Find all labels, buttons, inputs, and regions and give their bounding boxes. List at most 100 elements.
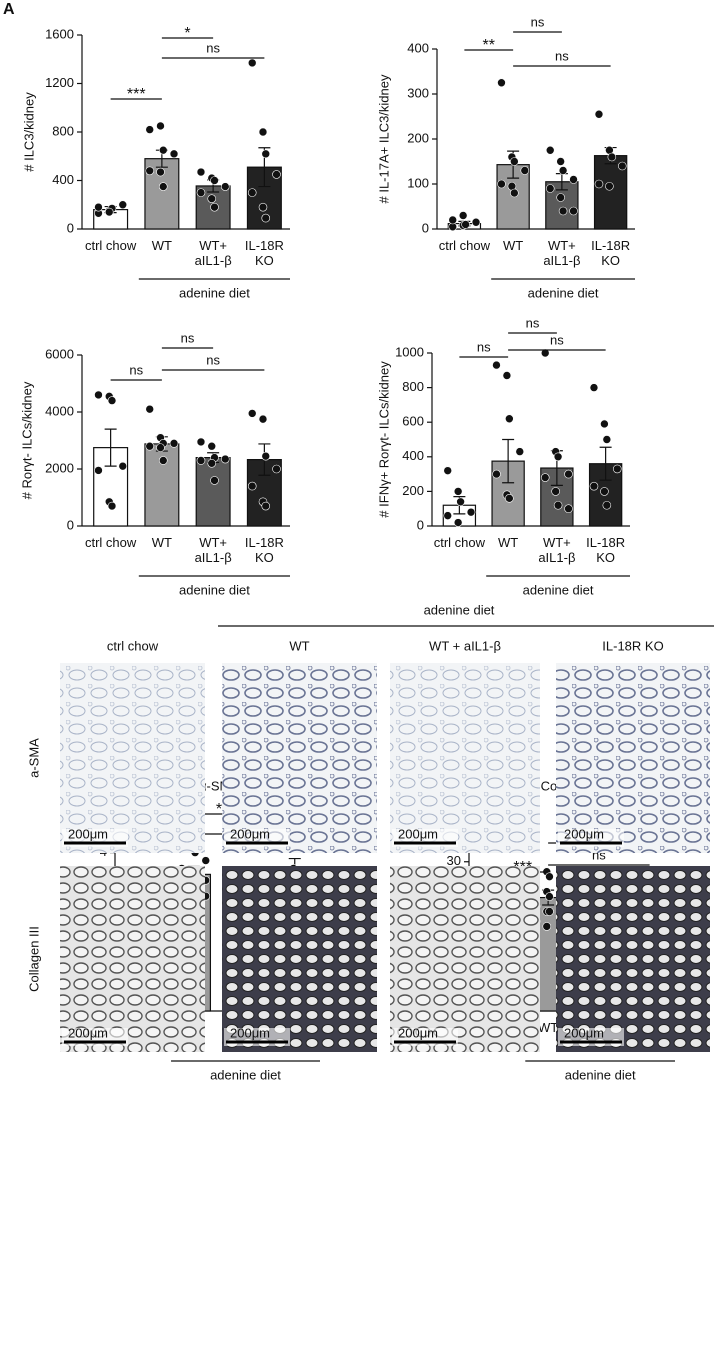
data-point (553, 452, 563, 462)
y-tick-label: 1000 (395, 344, 424, 359)
data-point (553, 500, 563, 510)
y-tick-label: 200 (402, 483, 424, 498)
data-point (258, 127, 268, 137)
data-point (594, 179, 604, 189)
data-point (600, 419, 609, 429)
data-point (443, 511, 453, 520)
y-tick-label: 800 (402, 379, 424, 394)
y-tick-label: 400 (407, 40, 429, 55)
data-point (617, 161, 627, 171)
panel-label: A (3, 1, 15, 18)
data-point (545, 145, 555, 155)
data-point (453, 487, 463, 496)
data-point (210, 476, 219, 485)
data-point (520, 166, 530, 175)
x-tick-label: WT (503, 238, 523, 253)
y-tick-label: 200 (407, 130, 429, 145)
x-tick-label: WT (538, 1020, 558, 1035)
bar (195, 457, 231, 527)
significance-label: * (184, 25, 190, 42)
y-tick-label: 2000 (45, 460, 74, 475)
data-point (169, 439, 179, 448)
data-point (510, 188, 519, 198)
data-point (158, 182, 168, 191)
data-point (104, 207, 114, 217)
significance-label: ns (526, 315, 540, 330)
group-label: adenine diet (210, 1067, 281, 1082)
data-point (569, 175, 578, 184)
y-tick-label: 4000 (45, 403, 74, 418)
data-point (564, 504, 573, 514)
data-point (448, 215, 458, 225)
y-tick-label: 100 (407, 175, 429, 190)
data-point (558, 166, 568, 175)
data-point (612, 464, 622, 474)
data-point (456, 497, 465, 507)
y-tick-label: 1200 (45, 75, 74, 90)
significance-label: ns (181, 330, 195, 345)
data-point (551, 487, 560, 496)
scale-bar-label: 200μm (68, 826, 108, 841)
x-tick-label: WT+aIL1-β (195, 535, 232, 565)
data-point (602, 435, 612, 444)
data-point (564, 469, 573, 479)
micrograph-texture (60, 866, 205, 1052)
data-point (247, 58, 257, 68)
group-label: adenine diet (523, 582, 594, 597)
data-point (492, 469, 501, 479)
data-point (145, 404, 155, 414)
data-point (169, 149, 179, 159)
scale-bar-label: 200μm (230, 1025, 270, 1040)
data-point (261, 451, 271, 461)
data-point (210, 202, 219, 212)
micrograph-texture (556, 866, 710, 1052)
data-point (502, 371, 512, 380)
significance-label: *** (127, 86, 146, 103)
data-point (497, 179, 506, 189)
data-point (505, 414, 514, 424)
data-point (118, 200, 128, 210)
x-tick-label: WT (152, 535, 172, 550)
significance-label: ns (531, 14, 545, 29)
row-label: a-SMA (26, 738, 41, 778)
data-point (107, 396, 117, 405)
y-tick-label: 6000 (45, 346, 74, 361)
micrograph-texture (222, 866, 377, 1052)
data-point (272, 464, 281, 474)
data-point (542, 922, 552, 931)
y-tick-label: 0 (422, 220, 429, 235)
data-point (589, 481, 599, 491)
data-point (156, 167, 165, 177)
y-tick-label: 600 (402, 414, 424, 429)
data-point (558, 206, 568, 216)
significance-label: * (216, 801, 222, 818)
x-tick-label: WT (498, 535, 518, 550)
x-tick-label: WT+aIL1-β (543, 238, 580, 268)
data-point (156, 443, 165, 452)
scale-bar-label: 200μm (398, 826, 438, 841)
data-point (453, 518, 463, 527)
data-point (220, 454, 230, 464)
data-point (207, 441, 217, 451)
data-point (94, 202, 103, 212)
y-axis-label: # IL-17A+ ILC3/kidney (376, 74, 391, 203)
significance-label: ** (483, 37, 495, 54)
data-point (94, 390, 103, 400)
data-point (210, 176, 219, 185)
micrograph-texture (222, 663, 377, 853)
x-tick-label: ctrl chow (85, 238, 137, 253)
data-point (545, 892, 554, 901)
y-tick-label: 300 (407, 85, 429, 100)
data-point (607, 152, 617, 162)
y-tick-label: 0 (67, 517, 74, 532)
x-tick-label: ctrl chow (434, 535, 486, 550)
x-tick-label: ctrl chow (439, 238, 491, 253)
group-label: adenine diet (528, 285, 599, 300)
significance-label: ns (206, 352, 220, 367)
data-point (461, 220, 470, 229)
data-point (605, 181, 614, 191)
data-point (107, 501, 117, 511)
significance-label: ns (550, 332, 564, 347)
